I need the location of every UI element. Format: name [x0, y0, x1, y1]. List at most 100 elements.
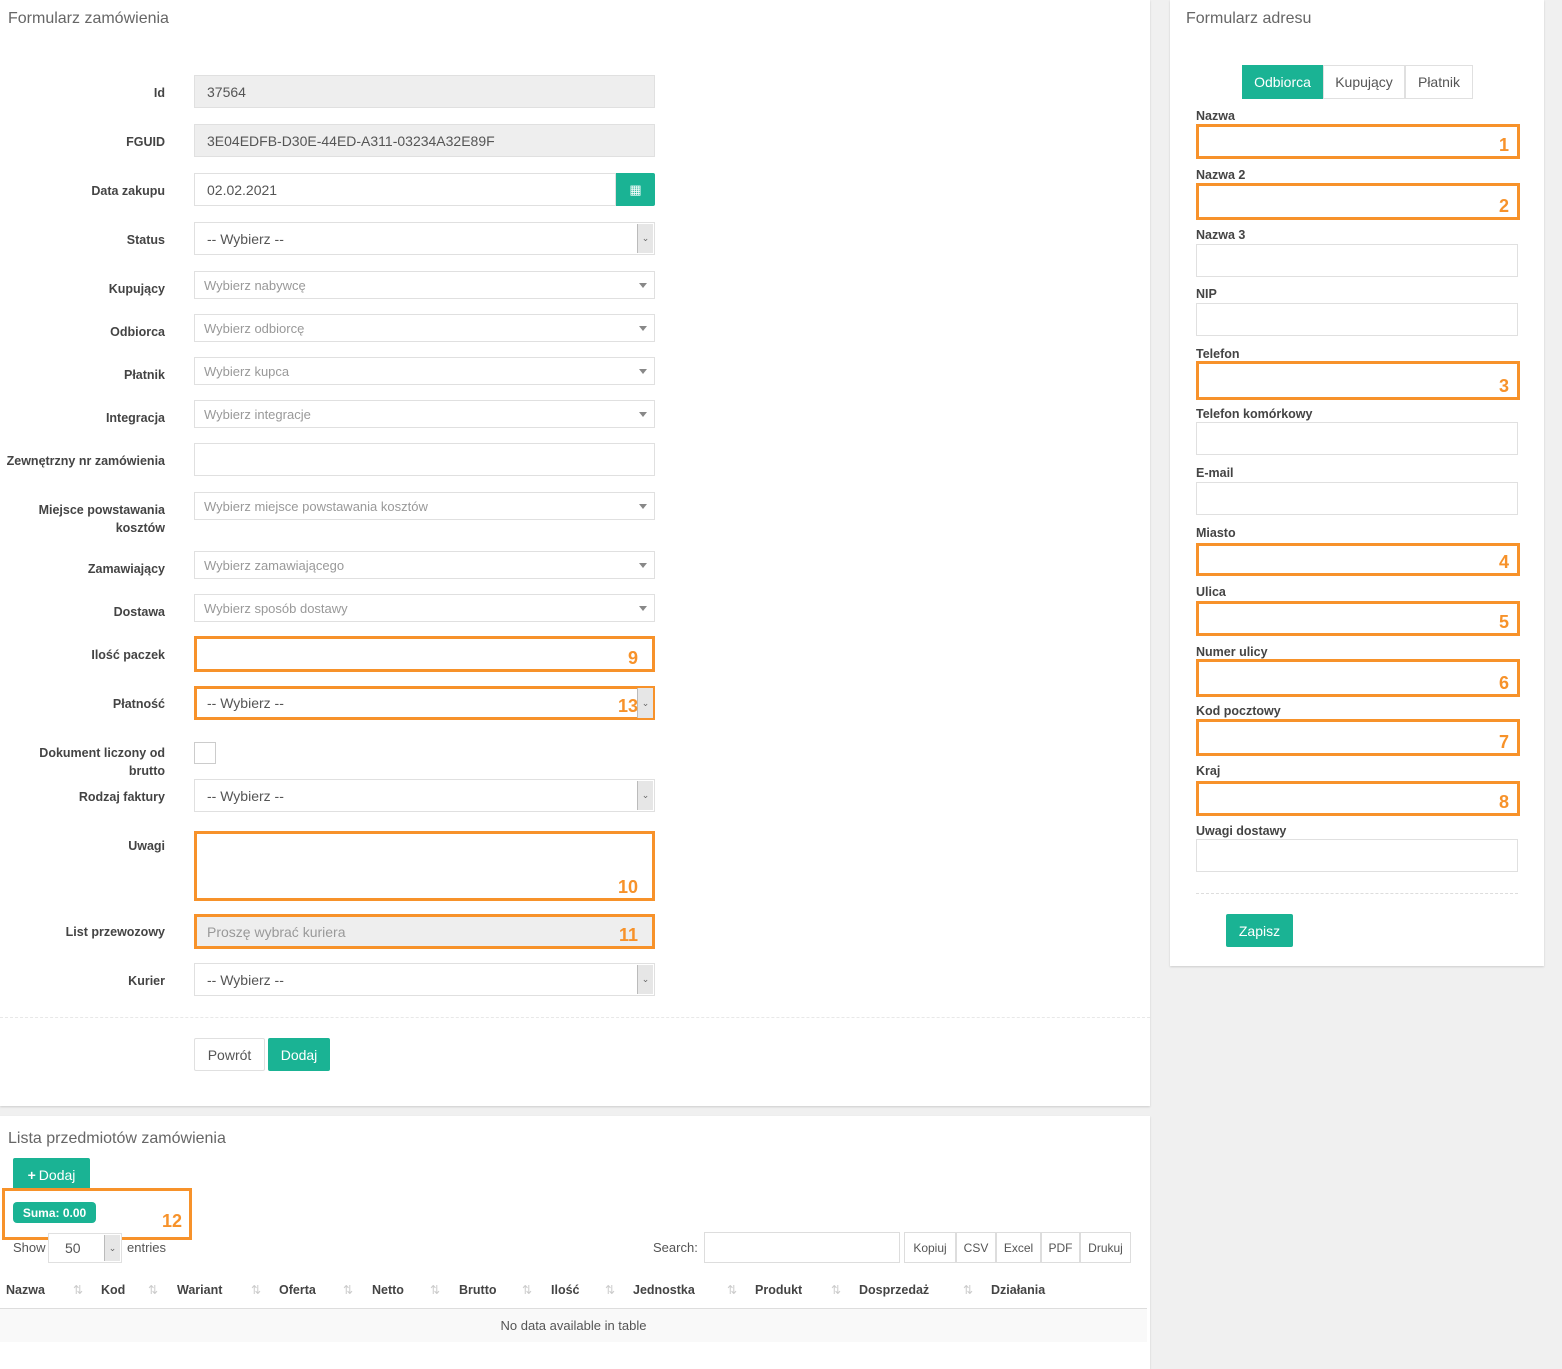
annotation-number: 3: [1498, 376, 1509, 396]
telefon-komo-rkowy-label: Telefon komórkowy: [1196, 407, 1313, 421]
ilos-c-paczek-label: Ilość paczek: [91, 648, 165, 662]
annotation-number: 10: [617, 877, 638, 897]
empty-table-text: No data available in table: [500, 1318, 647, 1333]
add-item-button[interactable]: + Dodaj: [13, 1158, 90, 1191]
miejsce-powstawania-koszto-w-select[interactable]: Wybierz miejsce powstawania kosztów: [194, 492, 655, 520]
tab-platnik[interactable]: Płatnik: [1405, 65, 1473, 99]
p-atnos-c-value: -- Wybierz --: [207, 695, 284, 711]
ulica-input[interactable]: 5: [1196, 601, 1520, 636]
miasto-input[interactable]: 4: [1196, 543, 1520, 576]
integracja-select[interactable]: Wybierz integracje: [194, 400, 655, 428]
column-header[interactable]: Ilość: [551, 1283, 580, 1297]
sort-icon[interactable]: ⇅: [251, 1283, 262, 1297]
column-header[interactable]: Oferta: [279, 1283, 316, 1297]
sort-icon[interactable]: ⇅: [430, 1283, 441, 1297]
id-label: Id: [153, 86, 165, 100]
column-header[interactable]: Produkt: [755, 1283, 803, 1297]
e-mail-input[interactable]: [1196, 482, 1518, 515]
calendar-button[interactable]: ▦: [616, 173, 655, 206]
uwagi-input[interactable]: 10: [194, 831, 655, 901]
sort-icon[interactable]: ⇅: [73, 1283, 84, 1297]
export-excel-button[interactable]: Excel: [996, 1232, 1041, 1263]
column-header[interactable]: Netto: [372, 1283, 404, 1297]
column-header[interactable]: Dosprzedaż: [859, 1283, 930, 1297]
sort-icon[interactable]: ⇅: [831, 1283, 842, 1297]
save-address-button[interactable]: Zapisz: [1226, 914, 1293, 947]
nip-input[interactable]: [1196, 303, 1518, 336]
miejsce-powstawania-koszto-w-value: Wybierz miejsce powstawania kosztów: [204, 498, 428, 514]
rodzaj-faktury-select[interactable]: -- Wybierz -- ⌄: [194, 779, 655, 812]
export-drukuj-button[interactable]: Drukuj: [1080, 1232, 1131, 1263]
sort-icon[interactable]: ⇅: [727, 1283, 738, 1297]
p-atnos-c-select[interactable]: -- Wybierz -- ⌄ 13: [194, 686, 655, 720]
column-header[interactable]: Działania: [991, 1283, 1046, 1297]
chevron-down-icon: ⌄: [637, 224, 653, 253]
telefon-input[interactable]: 3: [1196, 361, 1520, 400]
dokument-liczony-od-brutto-checkbox[interactable]: [194, 742, 216, 764]
sort-icon[interactable]: ⇅: [522, 1283, 533, 1297]
search-input[interactable]: [704, 1232, 900, 1263]
entries-label: entries: [127, 1240, 167, 1255]
fguid-label: FGUID: [126, 135, 165, 149]
back-button[interactable]: Powrót: [194, 1038, 265, 1071]
kod-pocztowy-input[interactable]: 7: [1196, 719, 1520, 756]
kupuja-cy-select[interactable]: Wybierz nabywcę: [194, 271, 655, 299]
ilos-c-paczek-input[interactable]: 9: [194, 636, 655, 672]
kraj-input[interactable]: 8: [1196, 781, 1520, 816]
nazwa-input[interactable]: 1: [1196, 124, 1520, 159]
column-header[interactable]: Jednostka: [633, 1283, 695, 1297]
sum-badge: Suma: 0.00: [13, 1202, 96, 1223]
odbiorca-select[interactable]: Wybierz odbiorcę: [194, 314, 655, 342]
search-label: Search:: [653, 1240, 698, 1255]
entries-select[interactable]: 50 ⌄: [48, 1233, 122, 1263]
fguid-input: 3E04EDFB-D30E-44ED-A311-03234A32E89F: [194, 124, 655, 157]
sort-icon[interactable]: ⇅: [343, 1283, 354, 1297]
nazwa-3-input[interactable]: [1196, 244, 1518, 277]
e-mail-label: E-mail: [1196, 466, 1234, 480]
kod-pocztowy-label: Kod pocztowy: [1196, 704, 1281, 718]
annotation-number: 12: [161, 1211, 182, 1231]
export-kopiuj-button[interactable]: Kopiuj: [904, 1232, 956, 1263]
table-header-divider: [0, 1308, 1147, 1309]
column-header[interactable]: Kod: [101, 1283, 126, 1297]
calendar-icon: ▦: [629, 181, 642, 197]
annotation-box-12: 12: [2, 1188, 192, 1240]
numer-ulicy-input[interactable]: 6: [1196, 659, 1520, 697]
uwagi-dostawy-input[interactable]: [1196, 839, 1518, 872]
tab-odbiorca[interactable]: Odbiorca: [1242, 65, 1323, 99]
sort-icon[interactable]: ⇅: [963, 1283, 974, 1297]
nip-label: NIP: [1196, 287, 1217, 301]
column-header[interactable]: Nazwa: [6, 1283, 45, 1297]
miasto-label: Miasto: [1196, 526, 1236, 540]
export-csv-button[interactable]: CSV: [956, 1232, 996, 1263]
dostawa-select[interactable]: Wybierz sposób dostawy: [194, 594, 655, 622]
zewne-trzny-nr-zamo-wienia-input[interactable]: [194, 443, 655, 476]
add-item-label: Dodaj: [38, 1166, 76, 1183]
sort-icon[interactable]: ⇅: [148, 1283, 159, 1297]
column-header[interactable]: Brutto: [459, 1283, 497, 1297]
telefon-komo-rkowy-input[interactable]: [1196, 422, 1518, 455]
chevron-down-icon: ⌄: [637, 965, 653, 994]
export-pdf-button[interactable]: PDF: [1041, 1232, 1080, 1263]
nazwa-2-input[interactable]: 2: [1196, 183, 1520, 220]
p-atnik-select[interactable]: Wybierz kupca: [194, 357, 655, 385]
status-select[interactable]: -- Wybierz -- ⌄: [194, 222, 655, 255]
status-label: Status: [126, 233, 165, 247]
kurier-label: Kurier: [128, 974, 165, 988]
annotation-number: 4: [1498, 552, 1509, 572]
zamawiaja-cy-select[interactable]: Wybierz zamawiającego: [194, 551, 655, 579]
data-zakupu-input[interactable]: 02.02.2021: [194, 173, 616, 206]
uwagi-label: Uwagi: [128, 839, 165, 853]
add-order-button[interactable]: Dodaj: [268, 1038, 330, 1071]
telefon-label: Telefon: [1196, 347, 1240, 361]
integracja-value: Wybierz integracje: [204, 406, 311, 422]
sort-icon[interactable]: ⇅: [605, 1283, 616, 1297]
tab-kupujacy[interactable]: Kupujący: [1323, 65, 1405, 99]
dostawa-value: Wybierz sposób dostawy: [204, 600, 348, 616]
kurier-select[interactable]: -- Wybierz -- ⌄: [194, 963, 655, 996]
column-header[interactable]: Wariant: [177, 1283, 223, 1297]
annotation-number: 5: [1498, 612, 1509, 632]
list-przewozowy-value: Proszę wybrać kuriera: [207, 923, 346, 940]
ulica-label: Ulica: [1196, 585, 1226, 599]
list-przewozowy-input: Proszę wybrać kuriera 11: [194, 914, 655, 949]
